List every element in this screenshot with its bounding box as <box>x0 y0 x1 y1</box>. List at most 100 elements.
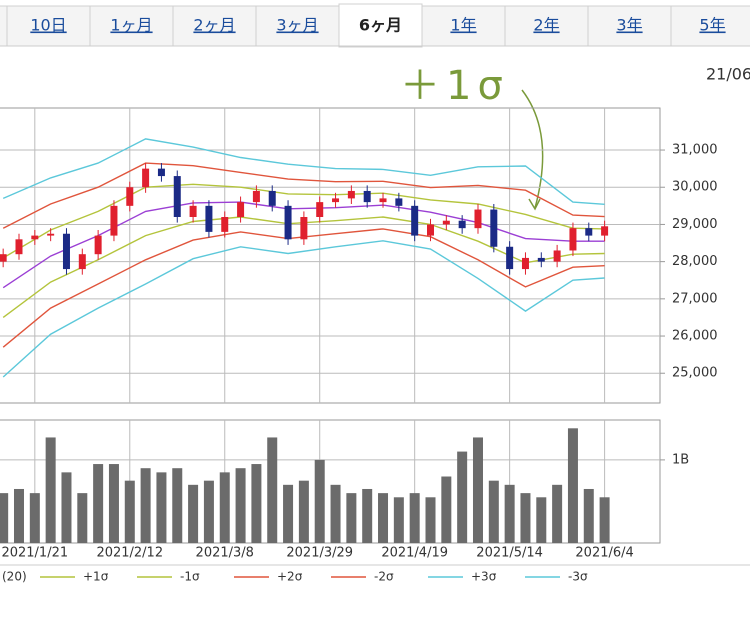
candle-body <box>363 190 371 203</box>
tab-label[interactable]: 1ヶ月 <box>110 16 152 35</box>
y-tick-label: 26,000 <box>672 329 718 344</box>
candle-body <box>0 254 7 262</box>
y-tick-label: 29,000 <box>672 217 718 232</box>
volume-bar <box>425 497 436 543</box>
candle-body <box>173 176 181 217</box>
candle-body <box>47 233 55 236</box>
volume-bar <box>172 468 183 543</box>
legend-label: -2σ <box>374 570 394 584</box>
tab[interactable]: 1年 <box>421 5 506 47</box>
candle-body <box>506 246 514 270</box>
volume-bar <box>108 464 119 543</box>
tab-label[interactable]: 3ヶ月 <box>276 16 318 35</box>
volume-bar <box>267 437 278 543</box>
candle-body <box>474 209 482 229</box>
band-line <box>2 183 605 259</box>
candle-body <box>585 228 593 236</box>
candle-body <box>15 239 23 255</box>
volume-bar <box>124 480 135 543</box>
candle-body <box>442 220 450 225</box>
candle-body <box>252 190 260 203</box>
candle-body <box>142 168 150 188</box>
candle-body <box>553 250 561 262</box>
candle-body <box>205 205 213 232</box>
volume-bar <box>314 459 325 543</box>
plot-frame <box>0 107 661 404</box>
candle-body <box>601 226 609 236</box>
plot-frame <box>0 419 661 544</box>
candle-body <box>62 233 70 270</box>
tab-label[interactable]: 6ヶ月 <box>359 16 402 35</box>
band-line <box>2 228 605 348</box>
tab-bg <box>587 5 672 47</box>
tab-label[interactable]: 2年 <box>533 16 559 35</box>
volume-bar <box>283 484 294 543</box>
candle-body <box>284 205 292 240</box>
volume-bar <box>251 464 262 543</box>
tab-label[interactable]: 2ヶ月 <box>193 16 235 35</box>
tab[interactable]: 6ヶ月 <box>338 3 423 48</box>
band-line <box>2 240 605 378</box>
candle-body <box>31 235 39 240</box>
x-tick-label: 2021/3/29 <box>286 546 353 561</box>
volume-bar <box>567 428 578 543</box>
volume-bar <box>188 484 199 543</box>
tab-label[interactable]: 3年 <box>616 16 642 35</box>
candle-body <box>268 190 276 206</box>
candle-body <box>537 257 545 262</box>
volume-bar <box>235 468 246 543</box>
tab-label[interactable]: 10日 <box>30 16 66 35</box>
legend-label: -3σ <box>568 570 588 584</box>
tab[interactable]: 1ヶ月 <box>89 5 174 47</box>
volume-bar <box>378 493 389 543</box>
volume-bar <box>298 480 309 543</box>
volume-bar <box>203 480 214 543</box>
y-tick-label: 25,000 <box>672 366 718 381</box>
tab-label[interactable]: 1年 <box>450 16 476 35</box>
volume-bar <box>29 493 40 543</box>
candle-body <box>458 220 466 229</box>
tab-bg <box>421 5 506 47</box>
tab[interactable]: 3ヶ月 <box>255 5 340 47</box>
candle-body <box>332 198 340 203</box>
band-line <box>2 162 605 229</box>
volume-bar <box>77 493 88 543</box>
tab[interactable]: 5年 <box>670 5 750 47</box>
candle-body <box>126 187 134 206</box>
volume-bar <box>61 472 72 543</box>
candle-body <box>569 228 577 251</box>
x-tick-label: 2021/4/19 <box>381 546 448 561</box>
tab-bg <box>6 5 91 47</box>
legend-label: +2σ <box>277 570 303 584</box>
y-tick-label: 31,000 <box>672 143 718 158</box>
band-line <box>2 216 605 318</box>
x-tick-label: 2021/2/12 <box>96 546 163 561</box>
band-line <box>2 138 605 205</box>
legend-label: (20) <box>2 570 27 584</box>
x-tick-label: 2021/6/4 <box>575 546 633 561</box>
volume-bar <box>330 484 341 543</box>
candle-body <box>189 205 197 217</box>
x-tick-label: 2021/3/8 <box>196 546 254 561</box>
tab-partial <box>0 5 8 47</box>
volume-bar <box>0 493 9 543</box>
volume-bar <box>140 468 151 543</box>
tab[interactable]: 2ヶ月 <box>172 5 257 47</box>
volume-bar <box>13 488 24 543</box>
volume-bar <box>520 493 531 543</box>
plot-layer: 25,000 26,000 27,000 28,000 29,000 30,000 31,0… <box>0 107 750 584</box>
y-tick-label: 28,000 <box>672 254 718 269</box>
y-tick-label: 30,000 <box>672 180 718 195</box>
tab[interactable]: 10日 <box>6 5 91 47</box>
volume-bar <box>472 437 483 543</box>
candle-body <box>395 198 403 206</box>
volume-bar <box>457 451 468 543</box>
tab-label[interactable]: 5年 <box>699 16 725 35</box>
tab[interactable]: 3年 <box>587 5 672 47</box>
x-tick-label: 2021/1/21 <box>1 546 68 561</box>
band-line <box>2 201 605 289</box>
volume-bar <box>488 480 499 543</box>
candle-body <box>427 224 435 236</box>
tab[interactable]: 2年 <box>504 5 589 47</box>
